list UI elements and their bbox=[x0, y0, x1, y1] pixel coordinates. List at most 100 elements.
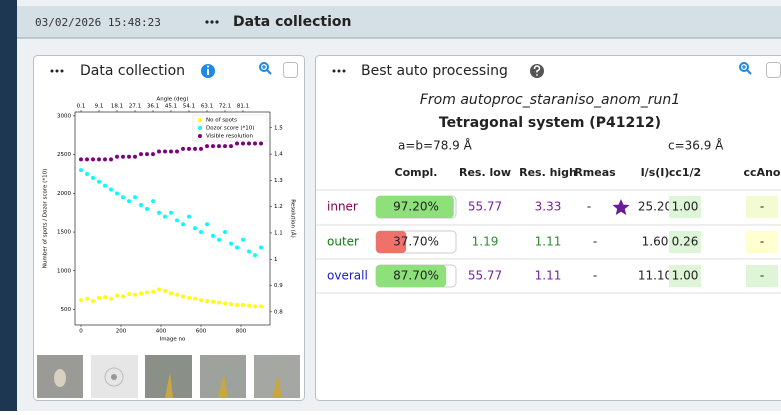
y2-tick-label: 1.2 bbox=[274, 204, 283, 210]
cell-value: 25.20 bbox=[638, 200, 672, 214]
column-header: Rmeas bbox=[574, 166, 616, 179]
legend-label: Dozor score (*10) bbox=[206, 126, 254, 132]
card-title: Data collection bbox=[80, 63, 185, 79]
cell-value: 1.60 bbox=[642, 235, 669, 249]
cell-value: 1.11 bbox=[535, 235, 562, 249]
y2-tick-label: 0.9 bbox=[274, 283, 283, 289]
data-point bbox=[211, 234, 215, 238]
cell-value: - bbox=[760, 235, 764, 249]
data-point bbox=[103, 157, 107, 161]
data-point bbox=[253, 304, 257, 308]
data-point bbox=[205, 222, 209, 226]
cell-value: 55.77 bbox=[468, 269, 502, 283]
row-label: overall bbox=[327, 269, 368, 283]
legend-marker bbox=[198, 118, 202, 122]
x-axis-label: Image no bbox=[160, 337, 186, 343]
data-point bbox=[103, 295, 107, 299]
data-point bbox=[229, 242, 233, 246]
data-point bbox=[223, 230, 227, 234]
row-label: inner bbox=[327, 200, 358, 214]
column-header: ccAno bbox=[744, 166, 781, 179]
data-point bbox=[247, 142, 251, 146]
data-point bbox=[157, 287, 161, 291]
y-tick-label: 1000 bbox=[57, 268, 71, 274]
completeness-value: 97.20% bbox=[393, 200, 439, 214]
data-point bbox=[163, 149, 167, 153]
data-point bbox=[127, 292, 131, 296]
data-point bbox=[91, 157, 95, 161]
data-point bbox=[151, 152, 155, 156]
y-tick-label: 2500 bbox=[57, 152, 71, 158]
column-header: Compl. bbox=[395, 166, 438, 179]
data-point bbox=[169, 291, 173, 295]
header-title: Data collection bbox=[233, 14, 351, 30]
timestamp: 03/02/2026 15:48:23 bbox=[35, 16, 161, 29]
data-point bbox=[169, 149, 173, 153]
data-point bbox=[193, 226, 197, 230]
y-tick-label: 500 bbox=[61, 307, 72, 313]
y-axis-label: Number of spots / Dozor score (*10) bbox=[43, 169, 49, 268]
data-point bbox=[181, 147, 185, 151]
x-tick-label: 600 bbox=[196, 329, 207, 335]
data-point bbox=[127, 155, 131, 159]
help-icon[interactable] bbox=[530, 64, 544, 78]
y2-axis-label: Resolution (Å) bbox=[290, 199, 297, 238]
x2-tick-label: 45.1 bbox=[165, 104, 177, 110]
data-point bbox=[223, 144, 227, 148]
y2-tick-label: 1.4 bbox=[274, 152, 283, 158]
data-point bbox=[181, 222, 185, 226]
data-point bbox=[85, 157, 89, 161]
column-header: I/s(I) bbox=[641, 166, 670, 179]
card-menu[interactable] bbox=[333, 70, 346, 73]
data-point bbox=[229, 302, 233, 306]
completeness-value: 37.70% bbox=[393, 235, 439, 249]
data-point bbox=[193, 297, 197, 301]
data-point bbox=[241, 238, 245, 242]
card-menu[interactable] bbox=[51, 70, 64, 73]
x-tick-label: 400 bbox=[156, 329, 167, 335]
select-checkbox[interactable] bbox=[767, 63, 781, 78]
data-point bbox=[79, 298, 83, 302]
data-point bbox=[235, 246, 239, 250]
x2-tick-label: 36.1 bbox=[147, 104, 159, 110]
data-point bbox=[115, 191, 119, 195]
x2-tick-label: 63.1 bbox=[201, 104, 213, 110]
data-point bbox=[133, 155, 137, 159]
legend-marker bbox=[198, 134, 202, 138]
data-point bbox=[223, 301, 227, 305]
cell-c: c=36.9 Å bbox=[668, 138, 724, 153]
data-point bbox=[211, 300, 215, 304]
data-point bbox=[97, 180, 101, 184]
data-point bbox=[103, 184, 107, 188]
cell-value: - bbox=[593, 269, 597, 283]
data-point bbox=[97, 157, 101, 161]
cell-value: 1.11 bbox=[535, 269, 562, 283]
x2-tick-label: 81.1 bbox=[237, 104, 249, 110]
data-point bbox=[181, 294, 185, 298]
x-tick-label: 200 bbox=[116, 329, 127, 335]
row-label: outer bbox=[327, 235, 359, 249]
y-tick-label: 3000 bbox=[57, 113, 71, 119]
data-point bbox=[253, 142, 257, 146]
info-icon[interactable] bbox=[201, 64, 215, 78]
data-point bbox=[187, 296, 191, 300]
header-menu[interactable] bbox=[205, 20, 218, 23]
data-point bbox=[175, 149, 179, 153]
data-point bbox=[115, 155, 119, 159]
cell-value: 1.00 bbox=[672, 200, 699, 214]
x2-tick-label: 72.1 bbox=[219, 104, 231, 110]
column-header: Res. low bbox=[459, 166, 511, 179]
data-point bbox=[163, 289, 167, 293]
cell-value: 0.26 bbox=[672, 235, 699, 249]
data-point bbox=[91, 299, 95, 303]
data-point bbox=[151, 199, 155, 203]
select-checkbox[interactable] bbox=[284, 63, 298, 78]
data-point bbox=[247, 249, 251, 253]
data-point bbox=[139, 152, 143, 156]
y2-tick-label: 1.5 bbox=[274, 125, 283, 131]
y2-tick-label: 1 bbox=[274, 257, 278, 263]
data-point bbox=[229, 144, 233, 148]
crystal-system: Tetragonal system (P41212) bbox=[439, 115, 661, 131]
data-point bbox=[85, 297, 89, 301]
data-point bbox=[217, 301, 221, 305]
